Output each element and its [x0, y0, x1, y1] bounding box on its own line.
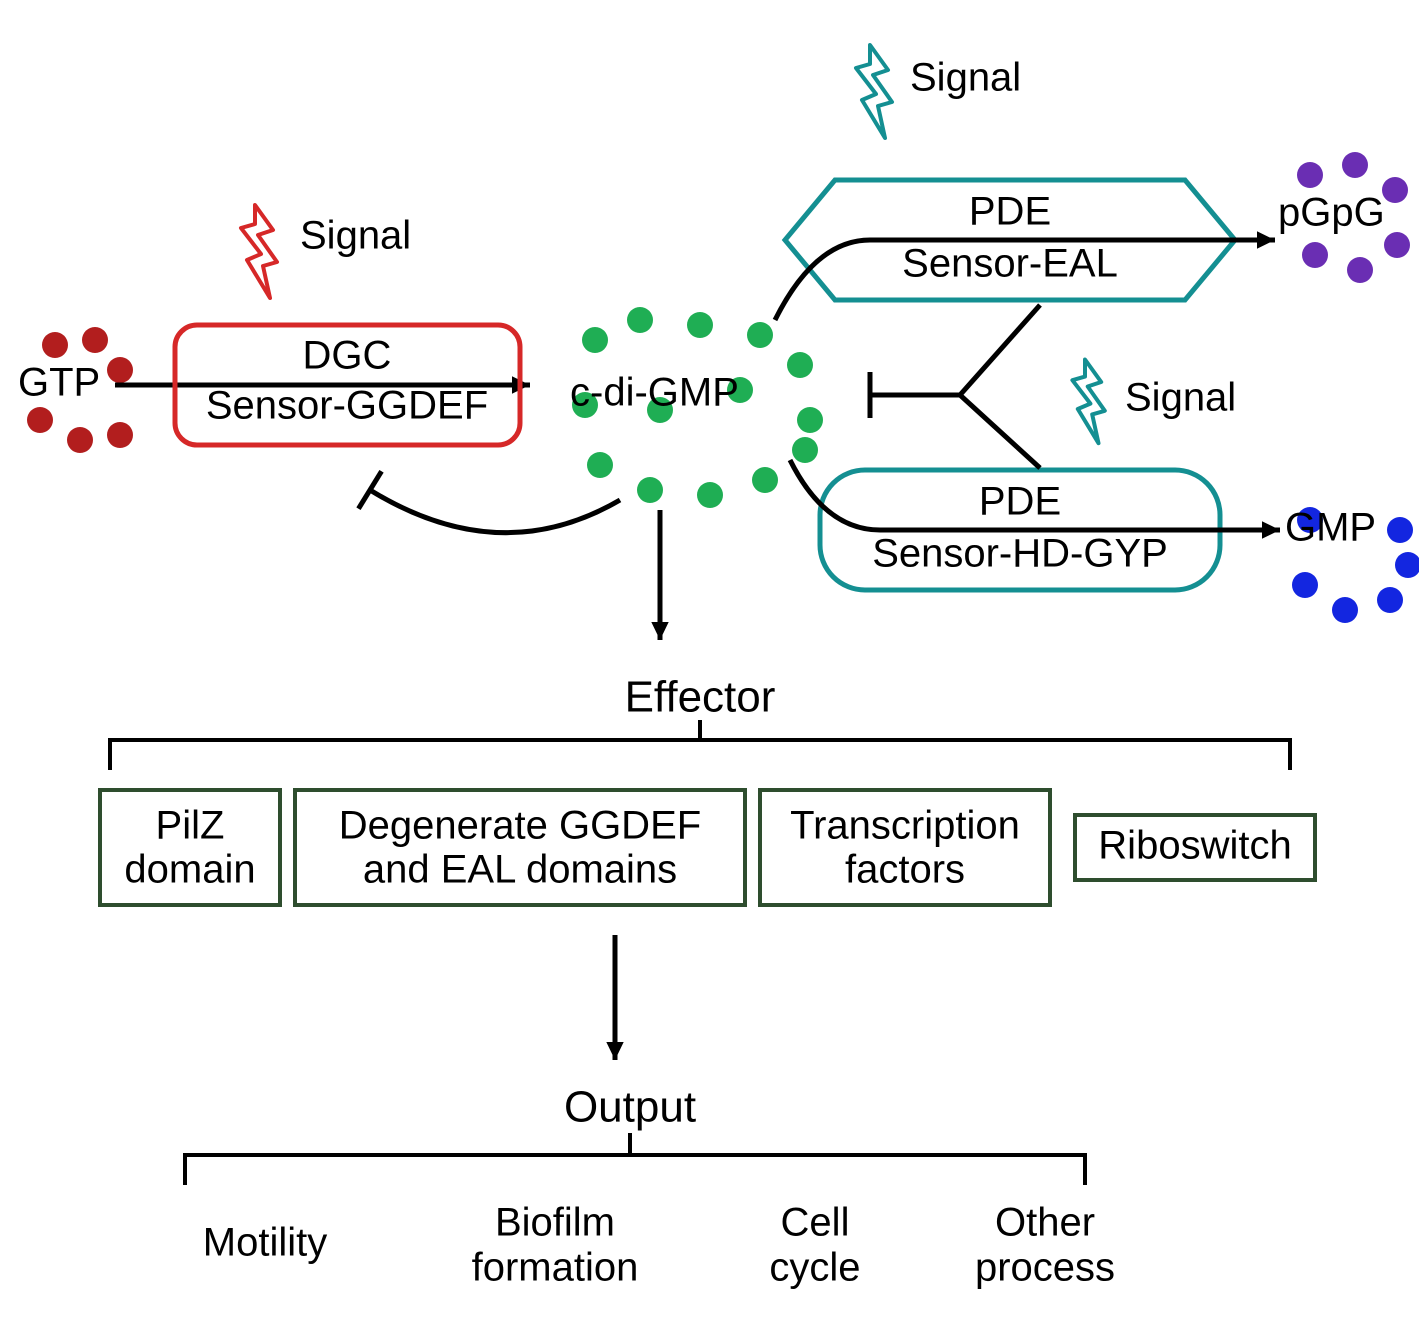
- c-di-gmp-label: c-di-GMP: [570, 371, 739, 415]
- output-other-a: Other: [995, 1201, 1095, 1245]
- output-other-b: process: [975, 1246, 1115, 1290]
- effector-bracket: [110, 740, 1290, 770]
- signal-bolt-icon: [241, 205, 277, 298]
- pde-eal-top: PDE: [969, 190, 1051, 234]
- box2b: and EAL domains: [363, 848, 677, 892]
- inhibit-arm-down: [960, 395, 1040, 468]
- box1b: domain: [124, 848, 255, 892]
- box1a: PilZ: [156, 804, 225, 848]
- signal-teal-mid-label: Signal: [1125, 376, 1236, 420]
- dgc-label-bottom: Sensor-GGDEF: [206, 384, 488, 428]
- cdg-to-eal-path: [775, 240, 870, 320]
- pde-hd-top: PDE: [979, 480, 1061, 524]
- feedback-path: [370, 490, 620, 533]
- gmp-label: GMP: [1285, 506, 1376, 550]
- output-heading: Output: [564, 1083, 696, 1132]
- signal-bolt-icon: [856, 45, 892, 138]
- output-motility: Motility: [203, 1221, 327, 1265]
- output-cell-b: cycle: [769, 1246, 860, 1290]
- arrowhead: [1257, 231, 1275, 248]
- dgc-label-top: DGC: [303, 334, 392, 378]
- output-biofilm-b: formation: [472, 1246, 639, 1290]
- gtp-label: GTP: [18, 361, 100, 405]
- arrowhead: [651, 622, 668, 640]
- box2a: Degenerate GGDEF: [339, 804, 701, 848]
- box3a: Transcription: [790, 804, 1020, 848]
- signal-red-label: Signal: [300, 214, 411, 258]
- signal-bolt-icon: [1072, 360, 1104, 444]
- arrowhead: [606, 1042, 623, 1060]
- feedback-cap: [358, 471, 381, 508]
- output-cell-a: Cell: [781, 1201, 850, 1245]
- pde-hd-bottom: Sensor-HD-GYP: [872, 532, 1168, 576]
- box4: Riboswitch: [1098, 824, 1291, 868]
- pde-eal-bottom: Sensor-EAL: [902, 242, 1118, 286]
- pgpg-label: pGpG: [1278, 191, 1385, 235]
- output-biofilm-a: Biofilm: [495, 1201, 615, 1245]
- effector-heading: Effector: [625, 673, 776, 722]
- signal-teal-top-label: Signal: [910, 56, 1021, 100]
- arrowhead: [1262, 521, 1280, 538]
- inhibit-arm-up: [960, 305, 1040, 395]
- output-bracket: [185, 1155, 1085, 1185]
- box3b: factors: [845, 848, 965, 892]
